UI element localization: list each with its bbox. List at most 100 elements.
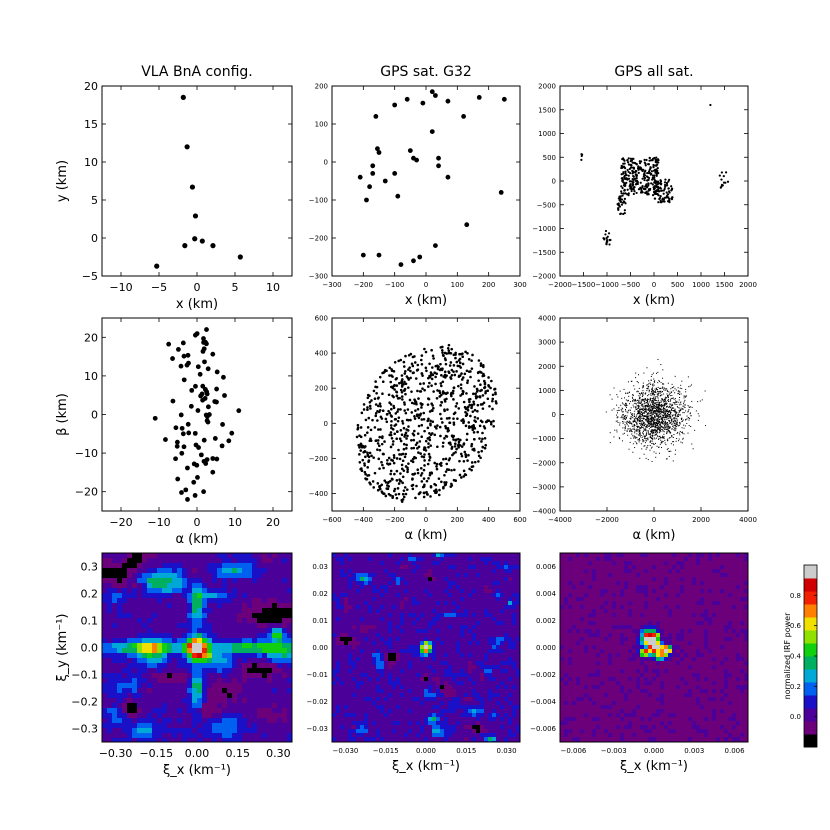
p5-point <box>459 394 462 397</box>
p7-cell <box>257 688 263 694</box>
p3-xtick-label: −2000 <box>548 281 572 289</box>
p7-cell <box>187 638 193 644</box>
p6-point <box>649 419 651 421</box>
p5-point <box>374 439 378 443</box>
p7-cell <box>157 578 163 584</box>
p7-cell <box>117 728 123 734</box>
p6-point <box>636 430 638 432</box>
p5-point <box>397 492 401 496</box>
p5-point <box>363 470 367 474</box>
p7-cell <box>257 628 263 634</box>
p7-cell <box>197 558 203 564</box>
p3-point <box>629 159 632 163</box>
p5-point <box>469 414 472 418</box>
p7-cell <box>157 603 163 609</box>
p6-point <box>662 400 664 402</box>
p6-point <box>642 386 644 388</box>
p5-point <box>428 473 432 477</box>
p6-point <box>656 410 658 412</box>
p6-point <box>660 408 662 410</box>
p6-point <box>665 444 667 446</box>
p5-point <box>427 445 430 449</box>
p7-cell <box>232 568 238 574</box>
p7-cell <box>107 723 113 729</box>
p5-point <box>436 424 439 427</box>
p6-point <box>660 387 662 389</box>
p6-point <box>662 436 664 438</box>
p4-ytick-label: −10 <box>75 447 98 460</box>
p7-cell <box>117 668 123 674</box>
p7-cell <box>182 628 188 634</box>
p6-point <box>673 409 675 411</box>
p6-point <box>645 399 647 401</box>
p6-point <box>636 414 638 416</box>
p3-point <box>617 207 620 211</box>
p7-cell <box>207 608 213 614</box>
p7-cell <box>197 583 203 589</box>
p3-ytick-label: −1000 <box>532 225 556 233</box>
p7-cell <box>267 663 273 669</box>
p5-point <box>450 374 454 377</box>
p7-cell <box>222 603 228 609</box>
p5-point <box>433 461 437 465</box>
p7-cell <box>137 553 143 559</box>
p6-point <box>689 417 691 419</box>
p5-point <box>369 482 372 486</box>
p6-point <box>640 417 642 419</box>
p6-point <box>685 391 687 393</box>
p6-point <box>668 410 670 412</box>
p7-cell <box>102 623 108 629</box>
p6-point <box>664 408 666 410</box>
p3-point <box>626 168 629 172</box>
p6-point <box>665 428 667 430</box>
p6-point <box>648 407 650 409</box>
p6-point <box>646 390 648 392</box>
p3-point <box>626 161 630 164</box>
p6-point <box>673 429 675 431</box>
p7-cell <box>192 678 198 684</box>
p6-point <box>667 394 669 396</box>
p7-cell <box>177 628 183 634</box>
p7-cell <box>107 633 113 639</box>
p5-point <box>401 492 405 496</box>
p6-point <box>651 421 653 423</box>
p5-point <box>398 478 401 481</box>
p5-point <box>426 462 430 466</box>
p5-point <box>458 459 461 463</box>
p6-point <box>663 407 665 409</box>
p3-point <box>643 158 646 161</box>
p5-point <box>436 445 439 449</box>
p7-cell <box>107 578 113 584</box>
p6-point <box>668 455 670 457</box>
p6-point <box>637 429 639 431</box>
p7-cell <box>102 578 108 584</box>
p7-cell <box>287 588 292 594</box>
p6-point <box>672 387 674 389</box>
p3-ytick-label: 0 <box>552 178 556 186</box>
p6-point <box>622 403 624 405</box>
p6-point <box>660 415 662 417</box>
p7-cell <box>207 698 213 704</box>
p6-point <box>646 412 648 414</box>
p7-cell <box>282 693 288 699</box>
p7-cell <box>242 698 248 704</box>
p7-cell <box>227 623 233 629</box>
p7-cell <box>287 608 292 614</box>
p5-point <box>441 390 445 393</box>
p6-point <box>656 401 658 403</box>
p3-point <box>644 169 647 172</box>
p6-point <box>660 428 662 430</box>
p7-cell <box>262 658 268 664</box>
p5-point <box>442 375 446 378</box>
p7-cell <box>282 728 288 734</box>
p7-cell <box>102 658 108 664</box>
p7-cell <box>247 703 253 709</box>
p6-point <box>637 382 639 384</box>
p7-cell <box>202 578 208 584</box>
p6-point <box>638 416 640 418</box>
p7-cell <box>287 693 292 699</box>
p6-point <box>633 416 635 418</box>
p6-point <box>668 411 670 413</box>
p4-point <box>178 363 184 369</box>
p3-point <box>644 191 647 195</box>
